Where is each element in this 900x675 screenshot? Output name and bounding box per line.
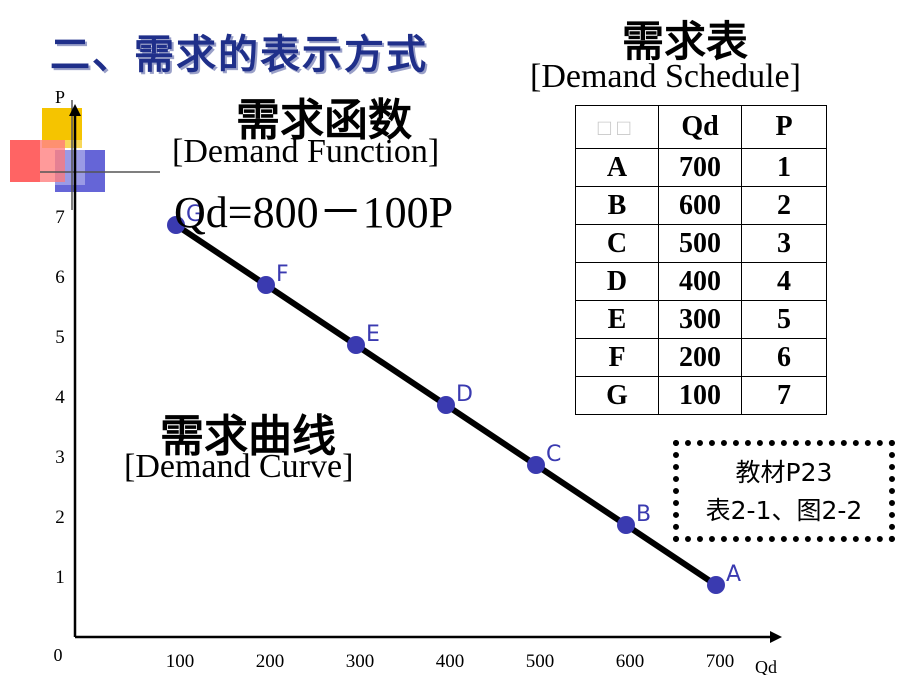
x-tick-label: 700 <box>706 651 735 672</box>
schedule-title-en: [Demand Schedule] <box>530 58 801 95</box>
table-cell: 600 <box>658 186 742 225</box>
y-tick-label: 3 <box>55 447 65 468</box>
data-point <box>257 276 275 294</box>
y-tick-label: 2 <box>55 507 65 528</box>
x-axis-label: Qd <box>755 657 777 675</box>
table-header-cell: P <box>741 105 827 149</box>
table-header-cell: Qd <box>658 105 742 149</box>
y-tick-label: 1 <box>55 567 65 588</box>
data-point-label: D <box>456 382 473 407</box>
curve-title-en: [Demand Curve] <box>124 448 354 485</box>
x-tick-label: 200 <box>256 651 285 672</box>
table-cell: 100 <box>658 376 742 415</box>
table-cell: 1 <box>741 148 827 187</box>
y-tick-label: 7 <box>55 207 65 228</box>
table-cell: 2 <box>741 186 827 225</box>
table-cell: 4 <box>741 262 827 301</box>
y-tick-label: 4 <box>55 387 65 408</box>
table-row: D 400 4 <box>575 262 827 301</box>
x-tick-label: 500 <box>526 651 555 672</box>
table-cell: 5 <box>741 300 827 339</box>
table-cell: C <box>575 224 659 263</box>
data-point <box>167 216 185 234</box>
note-line-2: 表2-1、图2-2 <box>705 496 863 525</box>
x-tick-label: 300 <box>346 651 375 672</box>
table-cell: G <box>575 376 659 415</box>
data-point <box>437 396 455 414</box>
table-cell: A <box>575 148 659 187</box>
data-point <box>617 516 635 534</box>
table-row: F 200 6 <box>575 338 827 377</box>
table-cell: 700 <box>658 148 742 187</box>
table-row: A 700 1 <box>575 148 827 187</box>
table-cell: B <box>575 186 659 225</box>
y-axis-label: P <box>55 87 65 107</box>
table-row: E 300 5 <box>575 300 827 339</box>
function-title-en: [Demand Function] <box>172 133 440 170</box>
table-header-row: □□ Qd P <box>575 105 827 149</box>
data-point-label: F <box>276 262 289 287</box>
y-tick-label: 5 <box>55 327 65 348</box>
table-row: B 600 2 <box>575 186 827 225</box>
x-tick-label: 400 <box>436 651 465 672</box>
data-point-label: E <box>366 322 380 347</box>
demand-formula: Qd=800－100P <box>174 188 454 237</box>
y-tick-label: 6 <box>55 267 65 288</box>
table-row: C 500 3 <box>575 224 827 263</box>
data-point <box>347 336 365 354</box>
data-point-label: B <box>636 502 651 527</box>
x-axis-arrow <box>770 631 782 643</box>
table-cell: 7 <box>741 376 827 415</box>
data-point-label: G <box>186 202 203 227</box>
slide-title: 二、需求的表示方式 <box>50 32 428 78</box>
data-point-label: C <box>546 442 561 467</box>
data-point-label: A <box>726 562 741 587</box>
schedule-title-cn: 需求表 <box>622 17 749 66</box>
table-cell: D <box>575 262 659 301</box>
x-tick-label: 100 <box>166 651 195 672</box>
x-tick-label: 600 <box>616 651 645 672</box>
table-cell: 6 <box>741 338 827 377</box>
data-point <box>707 576 725 594</box>
data-point <box>527 456 545 474</box>
curve-title-cn: 需求曲线 <box>160 411 336 462</box>
table-row: G 100 7 <box>575 376 827 415</box>
y-axis-arrow <box>69 104 81 116</box>
decorative-squares <box>10 100 160 210</box>
table-cell: F <box>575 338 659 377</box>
note-line-1: 教材P23 <box>735 458 833 487</box>
function-title-cn: 需求函数 <box>236 95 412 146</box>
origin-label: 0 <box>54 645 63 665</box>
table-cell: 3 <box>741 224 827 263</box>
table-cell: E <box>575 300 659 339</box>
table-cell: 500 <box>658 224 742 263</box>
chart-axes: Qd P 0 <box>54 87 782 675</box>
textbook-reference-note: 教材P23 表2-1、图2-2 <box>673 440 895 542</box>
table-cell: 200 <box>658 338 742 377</box>
table-header-cell: □□ <box>575 105 659 149</box>
table-cell: 300 <box>658 300 742 339</box>
table-cell: 400 <box>658 262 742 301</box>
